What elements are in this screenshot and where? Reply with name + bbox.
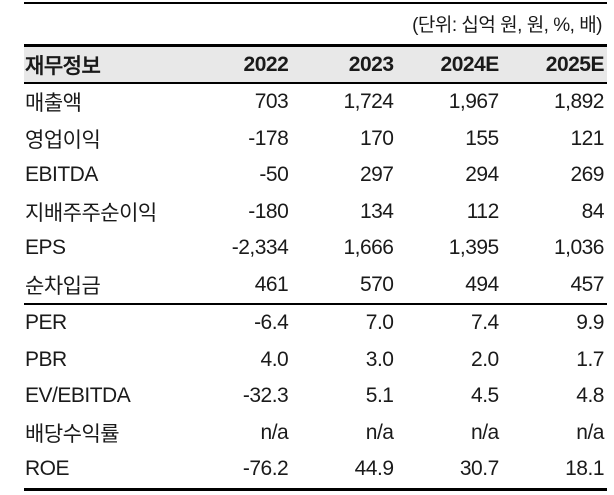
table-row-dividend-yield: 배당수익률 n/a n/a n/a n/a	[24, 415, 607, 452]
cell-value: 1,724	[343, 90, 394, 114]
cell-value: 1,666	[343, 236, 394, 260]
cell-value: 44.9	[354, 457, 394, 481]
row-label: PBR	[25, 347, 67, 371]
header-cell-2025e: 2025E	[545, 52, 605, 76]
cell-value: 269	[570, 163, 604, 187]
table-row-eps: EPS -2,334 1,666 1,395 1,036	[24, 230, 607, 267]
table-row-operating-profit: 영업이익 -178 170 155 121	[24, 121, 607, 158]
header-cell-2022: 2022	[243, 52, 289, 76]
cell-value: -50	[259, 163, 289, 187]
cell-value: 1,967	[448, 90, 500, 114]
row-label: PER	[25, 311, 67, 335]
row-label: EBITDA	[25, 163, 98, 187]
row-label: EV/EBITDA	[25, 384, 131, 408]
cell-value: -32.3	[242, 384, 289, 408]
cell-value: n/a	[471, 420, 499, 444]
cell-value: 134	[359, 199, 394, 223]
row-label: ROE	[25, 457, 70, 481]
cell-value: 84	[581, 199, 605, 223]
cell-value: n/a	[260, 420, 289, 444]
table-row-roe: ROE -76.2 44.9 30.7 18.1	[24, 451, 607, 489]
cell-value: n/a	[365, 420, 394, 444]
header-cell-label: 재무정보	[25, 54, 101, 78]
cell-value: 7.4	[471, 311, 499, 335]
row-label: 순차입금	[25, 274, 101, 298]
table-body: 매출액 703 1,724 1,967 1,892 영업이익 -178 170 …	[24, 83, 607, 489]
cell-value: 9.9	[576, 311, 604, 335]
table-row-controlling-net-income: 지배주주순이익 -180 134 112 84	[24, 194, 607, 231]
row-label: EPS	[25, 236, 66, 260]
cell-value: 112	[466, 199, 499, 223]
cell-value: -178	[248, 126, 289, 150]
cell-value: -76.2	[242, 457, 289, 481]
cell-value: 1,395	[448, 236, 500, 260]
cell-value: 3.0	[365, 347, 394, 371]
cell-value: -2,334	[231, 236, 289, 260]
table-row-ebitda: EBITDA -50 297 294 269	[24, 157, 607, 194]
cell-value: 18.1	[565, 457, 604, 481]
cell-value: 461	[254, 272, 289, 296]
cell-value: 30.7	[459, 457, 499, 481]
cell-value: 170	[359, 126, 394, 150]
row-label: 매출액	[25, 92, 82, 116]
row-label: 영업이익	[25, 128, 101, 152]
header-cell-2024e: 2024E	[440, 52, 500, 76]
top-rule-divider	[24, 2, 607, 4]
row-label: 지배주주순이익	[25, 201, 157, 225]
row-label: 배당수익률	[25, 422, 120, 446]
table-row-net-debt: 순차입금 461 570 494 457	[24, 267, 607, 304]
cell-value: 4.8	[576, 384, 604, 408]
cell-value: 2.0	[471, 347, 499, 371]
cell-value: 494	[465, 272, 499, 296]
cell-value: 4.0	[260, 347, 289, 371]
cell-value: 7.0	[365, 311, 394, 335]
unit-note: (단위: 십억 원, 원, %, 배)	[412, 15, 602, 36]
table-row-ev-ebitda: EV/EBITDA -32.3 5.1 4.5 4.8	[24, 378, 607, 415]
table-row-revenue: 매출액 703 1,724 1,967 1,892	[24, 83, 607, 121]
cell-value: 294	[465, 163, 499, 187]
table-row-per: PER -6.4 7.0 7.4 9.9	[24, 304, 607, 342]
cell-value: 703	[254, 90, 289, 114]
cell-value: -6.4	[254, 311, 289, 335]
header-row: 재무정보 2022 2023 2024E 2025E	[24, 45, 607, 83]
cell-value: 297	[359, 163, 394, 187]
cell-value: 457	[570, 272, 604, 296]
cell-value: 5.1	[365, 384, 394, 408]
cell-value: 1,892	[553, 90, 605, 114]
cell-value: 570	[359, 272, 394, 296]
cell-value: n/a	[576, 420, 604, 444]
cell-value: 1.7	[576, 347, 604, 371]
table-header: 재무정보 2022 2023 2024E 2025E	[24, 45, 607, 83]
header-cell-2023: 2023	[348, 52, 394, 76]
cell-value: 121	[570, 126, 604, 150]
table-row-pbr: PBR 4.0 3.0 2.0 1.7	[24, 342, 607, 379]
cell-value: 4.5	[471, 384, 499, 408]
cell-value: 1,036	[553, 236, 605, 260]
cell-value: 155	[465, 126, 499, 150]
cell-value: -180	[248, 199, 289, 223]
financial-summary-table: 재무정보 2022 2023 2024E 2025E 매출액 703 1,724…	[24, 44, 607, 491]
